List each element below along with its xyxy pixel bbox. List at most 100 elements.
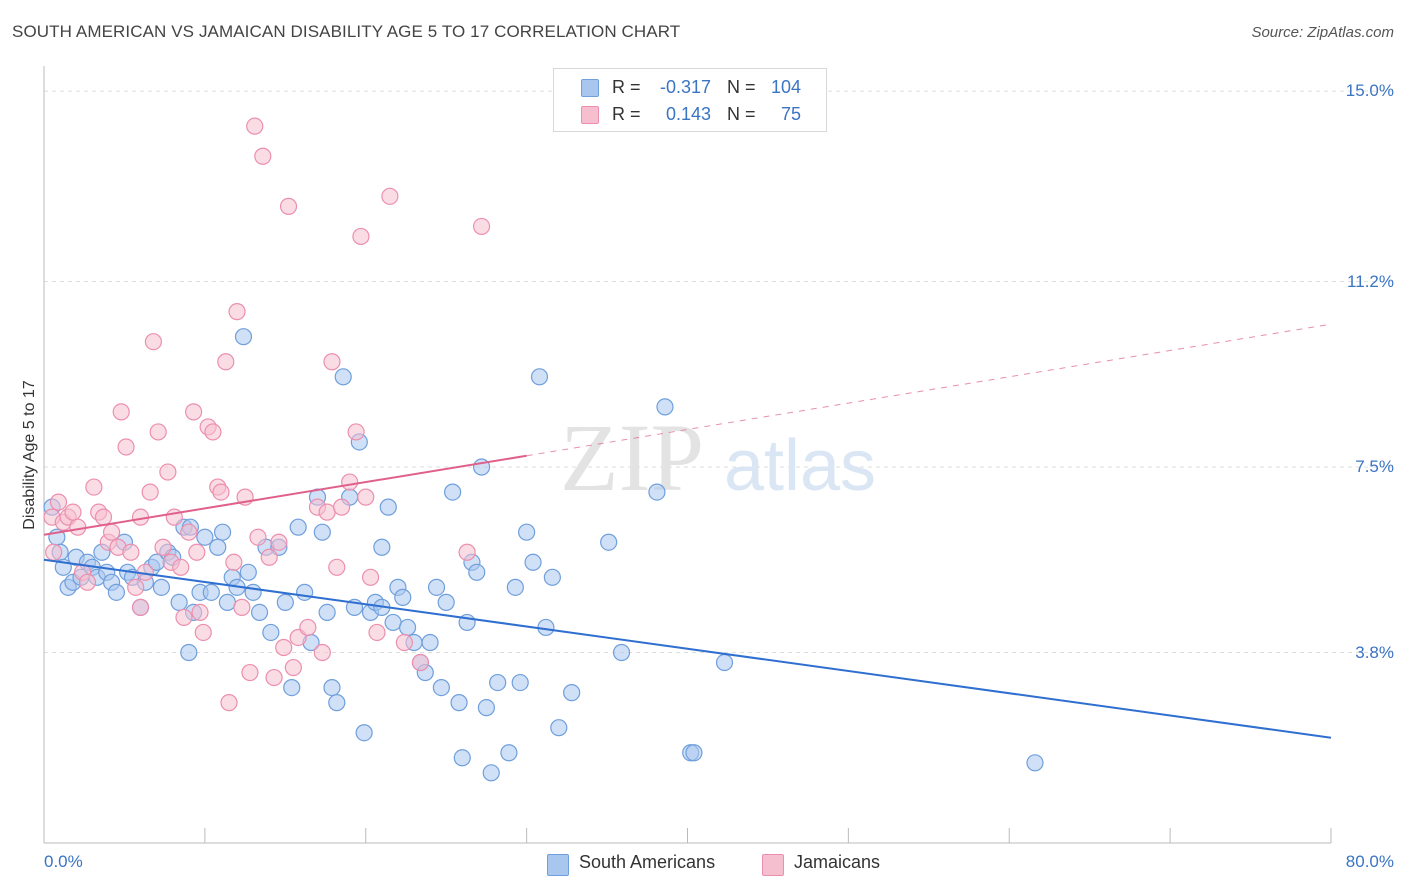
south-american-point [612, 643, 631, 662]
jamaican-point [64, 503, 82, 521]
jamaican-point [395, 633, 413, 652]
jamaican-point [194, 623, 212, 642]
chart-title: SOUTH AMERICAN VS JAMAICAN DISABILITY AG… [12, 22, 681, 41]
pink-swatch-icon [762, 854, 784, 876]
jamaican-point [117, 438, 135, 456]
jamaican-point [85, 478, 103, 496]
r-label: R = [612, 77, 641, 97]
south-american-point [234, 328, 253, 346]
legend-label: South Americans [579, 852, 716, 872]
watermark-zip: ZIP [560, 404, 704, 511]
south-american-point [318, 603, 336, 622]
x-tick-label-max: 80.0% [1345, 852, 1394, 871]
south-american-point [394, 588, 412, 606]
south-american-point [170, 593, 188, 611]
jamaican-point [352, 227, 370, 246]
stats-row-south-americans: R = -0.317 N = 104 [554, 74, 826, 100]
pink-swatch-icon [581, 106, 599, 124]
south-american-point [518, 523, 536, 541]
n-label: N = [727, 77, 756, 97]
jamaican-point [78, 573, 97, 591]
south-american-point [524, 553, 542, 571]
jamaican-point [411, 653, 430, 672]
south-american-point [489, 673, 507, 692]
jamaican-point [241, 663, 259, 682]
south-american-point [107, 583, 125, 601]
jamaican-trendline [43, 454, 527, 536]
south-american-point [218, 593, 236, 611]
jamaican-point [299, 618, 317, 637]
south-american-point [506, 578, 524, 596]
jamaican-point [275, 638, 293, 657]
jamaican-point [254, 147, 272, 165]
south-american-point [373, 538, 391, 556]
south-american-point [432, 678, 450, 697]
jamaican-point [249, 528, 267, 546]
jamaican-point [45, 543, 63, 561]
jamaican-point [260, 548, 278, 566]
south-american-point [427, 578, 446, 596]
south-american-point [202, 583, 220, 601]
south-american-point [213, 523, 232, 541]
blue-swatch-icon [547, 854, 569, 876]
r-label: R = [612, 104, 641, 124]
jamaican-point [112, 403, 130, 421]
n-value: 104 [770, 77, 801, 97]
jamaican-point [69, 518, 87, 536]
y-tick-label: 7.5% [1355, 457, 1394, 477]
south-american-point [477, 699, 496, 717]
jamaican-point [102, 523, 121, 541]
south-american-point [180, 643, 198, 662]
south-american-point [550, 719, 568, 737]
south-american-trendline [43, 558, 1332, 739]
south-american-point [453, 749, 471, 767]
south-american-point [209, 538, 227, 556]
stats-box: R = -0.317 N = 104 R = 0.143 N = 75 [553, 68, 827, 132]
south-american-point [334, 368, 352, 386]
south-american-point [685, 744, 703, 762]
jamaican-point [49, 493, 68, 511]
south-american-point [379, 498, 397, 516]
south-american-point [323, 678, 341, 697]
south-american-point [511, 673, 529, 692]
jamaican-point [212, 483, 230, 501]
south-american-point [239, 563, 257, 581]
n-value: 75 [780, 104, 801, 124]
jamaican-point [204, 423, 222, 441]
south-american-point [656, 398, 674, 416]
south-american-point [283, 678, 301, 697]
jamaican-point [217, 353, 235, 371]
jamaican-point [328, 558, 346, 576]
south-american-point [196, 528, 214, 546]
jamaican-point [341, 473, 359, 491]
south-american-point [262, 623, 280, 642]
south-american-point [355, 724, 373, 742]
jamaican-point [131, 598, 150, 616]
n-label: N = [727, 104, 756, 124]
jamaican-point [154, 538, 172, 556]
south-american-point [276, 593, 294, 611]
south-american-point [444, 483, 462, 501]
jamaican-point [122, 543, 140, 561]
jamaican-point [175, 608, 193, 627]
r-value: 0.143 [665, 104, 711, 124]
jamaican-point [284, 658, 302, 677]
south-american-point [468, 563, 486, 581]
jamaican-trendline-extension [526, 323, 1332, 457]
jamaican-point [191, 603, 209, 622]
jamaican-point [381, 187, 399, 205]
south-american-point [421, 633, 439, 652]
south-american-point [398, 618, 417, 637]
jamaican-point [188, 543, 206, 561]
watermark-atlas: atlas [724, 426, 876, 506]
jamaican-point [347, 423, 365, 441]
jamaican-point [246, 117, 264, 135]
south-american-point [384, 613, 402, 632]
jamaican-point [313, 643, 331, 662]
jamaican-point [144, 333, 162, 351]
jamaican-point [228, 303, 246, 321]
south-american-point [530, 368, 549, 386]
jamaican-point [270, 533, 288, 551]
jamaican-point [220, 694, 238, 712]
